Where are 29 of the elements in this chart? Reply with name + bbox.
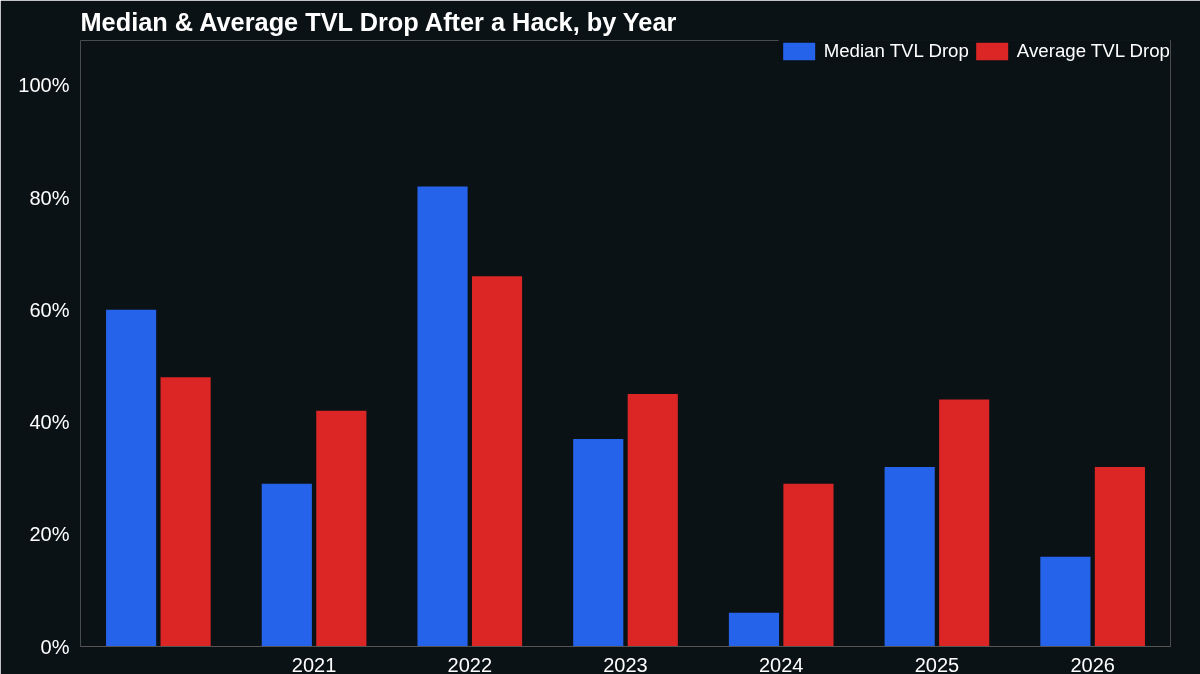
bar — [106, 309, 157, 647]
legend-label: Median TVL Drop — [823, 40, 969, 62]
x-tick-label: 2024 — [758, 653, 804, 674]
bar — [939, 399, 990, 647]
y-tick-label: 60% — [29, 298, 70, 321]
y-tick-label: 40% — [29, 411, 70, 434]
y-tick-label: 0% — [40, 635, 70, 658]
chart-title: Median & Average TVL Drop After a Hack, by Year — [80, 7, 677, 36]
legend-label: Average TVL Drop — [1016, 40, 1170, 62]
bar — [728, 612, 780, 647]
bar — [160, 377, 211, 647]
x-tick-label: 2025 — [914, 653, 960, 674]
bar — [573, 438, 624, 647]
y-tick-label: 80% — [29, 186, 70, 209]
bar — [261, 483, 312, 647]
y-tick-label: 20% — [29, 523, 70, 546]
x-tick-label: 2026 — [1070, 653, 1115, 674]
y-tick-label: 100% — [18, 74, 70, 97]
bar — [884, 466, 935, 647]
bar — [471, 276, 523, 647]
x-tick-label: 2021 — [291, 653, 337, 674]
bar — [417, 186, 468, 647]
bar — [316, 410, 367, 647]
bar — [627, 394, 678, 647]
bar — [1094, 466, 1145, 647]
bar — [783, 483, 834, 647]
x-tick-label: 2022 — [447, 653, 493, 674]
bar — [1040, 556, 1091, 647]
x-tick-label: 2023 — [603, 653, 648, 674]
